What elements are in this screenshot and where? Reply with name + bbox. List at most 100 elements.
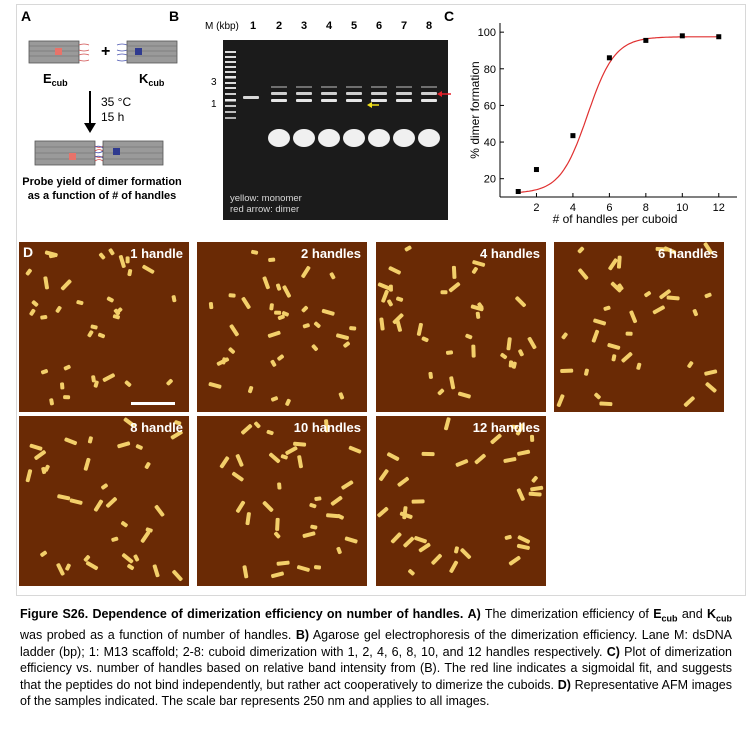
afm-particle [416,322,423,336]
afm-particle [262,276,270,290]
afm-particle [659,289,671,300]
lane-label-8: 8 [426,20,432,32]
afm-particle [515,423,525,436]
legend-dimer: red arrow: dimer [230,204,299,215]
afm-particle [528,491,542,497]
figure: A + Ecub Kcub 35 °C 15 h [16,4,746,596]
kcub-label: Kcub [139,71,165,88]
dimer-band [296,92,312,95]
data-point [716,34,722,40]
probe-line-2: as a function of # of handles [28,190,177,202]
afm-particle [93,380,99,388]
kcub-box [135,48,142,55]
afm-particle [25,268,32,276]
unbound-blob [368,129,390,147]
ladder-label-3: 3 [211,77,217,88]
afm-particle [500,353,508,360]
afm-particle [510,424,519,430]
afm-particle [599,401,613,407]
lane-label-5: 5 [351,20,357,32]
ecub-cuboid [28,40,90,64]
afm-particle [166,378,173,386]
afm-particle [705,382,717,393]
afm-particle [241,296,251,310]
afm-particle [445,350,454,355]
afm-particle [112,314,120,320]
afm-particle [90,324,98,330]
temp-label: 35 °C [101,95,131,109]
afm-particle [43,276,49,290]
afm-particle [309,503,317,509]
afm-particle [616,255,622,269]
afm-particle [530,485,544,492]
time-label: 15 h [101,110,124,124]
smear-band [321,86,337,88]
afm-particle [449,560,459,573]
afm-particle [56,563,65,576]
afm-particle [142,264,155,274]
afm-particle [296,565,310,572]
x-tick-label: 2 [533,202,539,214]
afm-particle [170,430,183,440]
afm-particle [593,318,607,326]
afm-particle [414,536,427,544]
afm-particle [490,433,502,445]
afm-particle [152,564,160,578]
afm-particle [87,330,94,338]
x-tick-label: 8 [643,202,649,214]
lane-label-4: 4 [326,20,333,32]
afm-particle [518,349,524,357]
y-tick-label: 80 [484,64,496,76]
afm-particle [379,469,389,481]
afm-particle [663,246,677,255]
monomer-band [321,99,337,102]
afm-particle [208,382,222,389]
afm-particle [396,296,404,302]
afm-image-label: 4 handles [480,246,540,261]
afm-particle [293,441,307,447]
ladder-label-1: 1 [211,99,217,110]
marker-header: M (kbp) [205,21,239,32]
data-point [533,167,539,173]
afm-particle [449,376,456,390]
afm-particle [687,361,694,369]
caption-a-label: A) [467,607,481,621]
caption-b-text: Agarose gel electrophoresis of the dimer… [20,628,732,659]
afm-image-label: 10 handles [293,420,361,435]
monomer-band [346,99,362,102]
afm-particle [106,296,114,303]
afm-particle [235,454,244,467]
unbound-blob [318,129,340,147]
afm-particle [608,258,618,271]
afm-image: 2 handles [197,242,367,412]
probe-line-1: Probe yield of dimer formation [22,176,182,188]
afm-particle [76,300,84,306]
smear-band [396,86,412,88]
x-axis-label: # of handles per cuboid [553,212,678,226]
afm-particle [511,361,517,369]
afm-particle [561,332,568,340]
lane-label-1: 1 [250,20,256,32]
afm-particle [269,303,274,311]
afm-particle [379,317,385,331]
afm-particle [610,281,622,293]
afm-particle [270,359,277,367]
afm-particle [64,437,78,446]
afm-particle [440,290,448,295]
afm-particle [326,513,340,519]
afm-particle [636,362,642,370]
afm-particle [254,421,261,429]
afm-particle [529,434,535,442]
afm-particle [277,482,282,490]
unbound-blob [393,129,415,147]
dimer-band [421,92,437,95]
afm-particle [348,445,362,454]
afm-particle [692,309,698,317]
afm-particle [285,398,291,406]
afm-particle [251,249,259,255]
afm-particle [115,307,123,314]
afm-particle [63,364,71,371]
afm-particle [556,394,565,407]
dimer-band [346,92,362,95]
lane-label-6: 6 [376,20,382,32]
